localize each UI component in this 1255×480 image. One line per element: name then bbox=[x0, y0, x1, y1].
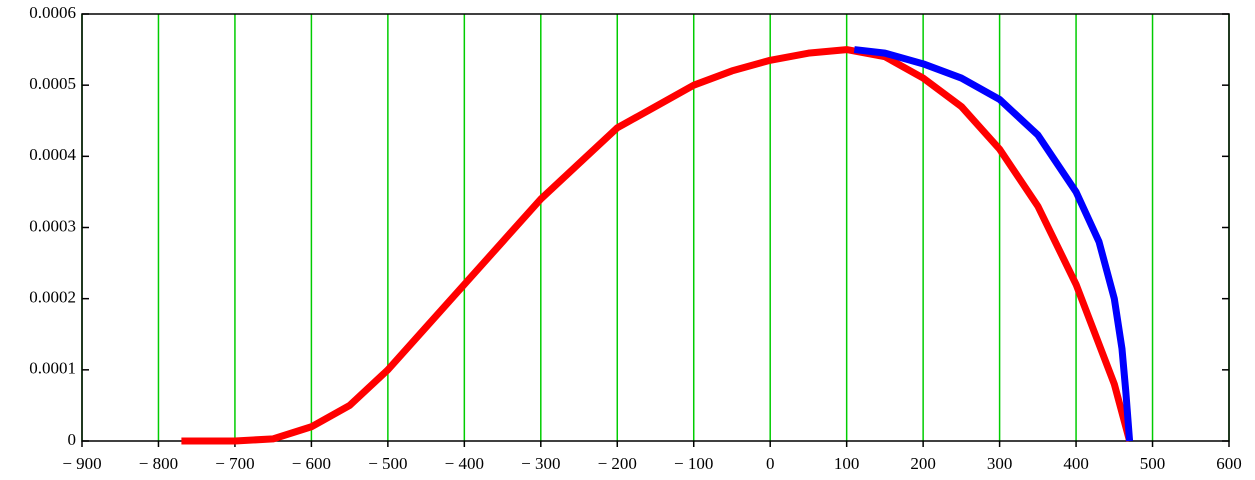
x-tick-label: − 900 bbox=[62, 454, 101, 473]
plot-frame bbox=[81, 13, 1230, 442]
y-tick-label: 0 bbox=[68, 430, 77, 449]
x-tick-label: 0 bbox=[766, 454, 775, 473]
x-tick-label: 200 bbox=[910, 454, 936, 473]
x-tick-label: 600 bbox=[1216, 454, 1242, 473]
x-tick-label: − 300 bbox=[521, 454, 560, 473]
y-tick-label: 0.0005 bbox=[29, 74, 76, 93]
x-tick-label: − 600 bbox=[292, 454, 331, 473]
x-tick-label: 300 bbox=[987, 454, 1013, 473]
y-tick-label: 0.0004 bbox=[29, 145, 76, 164]
x-tick-label: − 100 bbox=[674, 454, 713, 473]
x-tick-label: − 700 bbox=[215, 454, 254, 473]
y-tick-label: 0.0002 bbox=[29, 288, 76, 307]
y-tick-label: 0.0003 bbox=[29, 216, 76, 235]
y-tick-label: 0.0001 bbox=[29, 359, 76, 378]
data-line bbox=[181, 46, 1133, 445]
x-tick-label: − 800 bbox=[139, 454, 178, 473]
data-line bbox=[853, 46, 1134, 442]
x-tick-label: 100 bbox=[834, 454, 860, 473]
x-tick-label: − 400 bbox=[445, 454, 484, 473]
x-tick-label: − 200 bbox=[598, 454, 637, 473]
x-tick-label: 500 bbox=[1140, 454, 1166, 473]
y-tick-label: 0.0006 bbox=[29, 3, 76, 22]
x-tick-label: 400 bbox=[1063, 454, 1089, 473]
x-tick-label: − 500 bbox=[368, 454, 407, 473]
